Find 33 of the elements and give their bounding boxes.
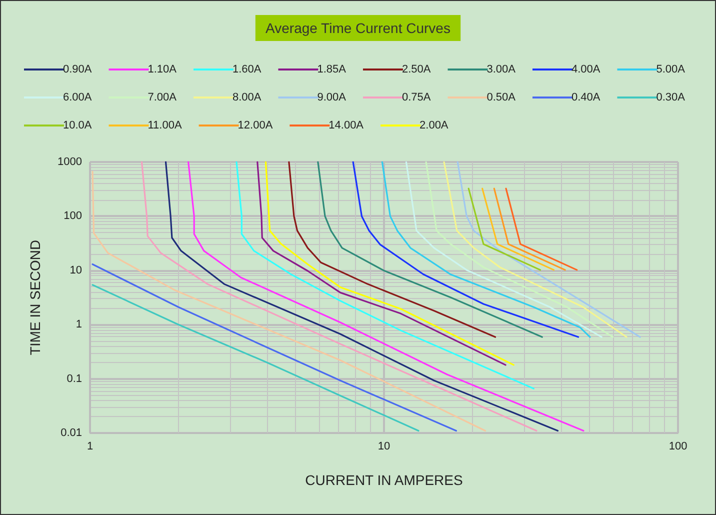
legend-label: 12.00A [238,120,274,132]
chart-title: Average Time Current Curves [266,20,450,36]
x-tick-label: 100 [668,440,688,452]
legend-label: 6.00A [63,92,92,104]
legend-label: 3.00A [486,64,516,76]
legend-label: 5.00A [656,64,686,76]
legend-label: 1.60A [232,64,262,76]
legend-label: 1.10A [148,64,178,76]
legend-label: 0.90A [63,64,92,76]
legend-label: 0.50A [486,92,516,104]
legend-label: 0.30A [656,92,686,104]
legend-label: 0.75A [402,92,432,104]
y-tick-label: 1000 [58,156,82,168]
legend-label: 10.0A [63,120,92,132]
x-tick-label: 10 [378,440,390,452]
y-tick-label: 100 [64,210,82,222]
legend-label: 11.00A [148,120,182,132]
y-tick-label: 0.1 [66,372,82,385]
legend-label: 7.00A [148,92,178,104]
legend-label: 14.00A [328,120,364,132]
legend-label: 0.40A [571,92,601,104]
legend-label: 9.00A [317,92,347,104]
x-axis-title: CURRENT IN AMPERES [305,472,463,488]
legend-label: 2.50A [402,64,432,76]
y-tick-label: 10 [70,264,82,276]
y-tick-label: 0.01 [60,427,82,439]
y-axis-title: TIME IN SECOND [27,240,43,356]
x-tick-label: 1 [86,440,94,452]
legend-label: 2.00A [420,120,449,132]
legend-label: 1.85A [317,64,347,76]
legend-label: 8.00A [232,92,262,104]
legend-label: 4.00A [571,64,601,76]
y-tick-label: 1 [76,318,82,331]
